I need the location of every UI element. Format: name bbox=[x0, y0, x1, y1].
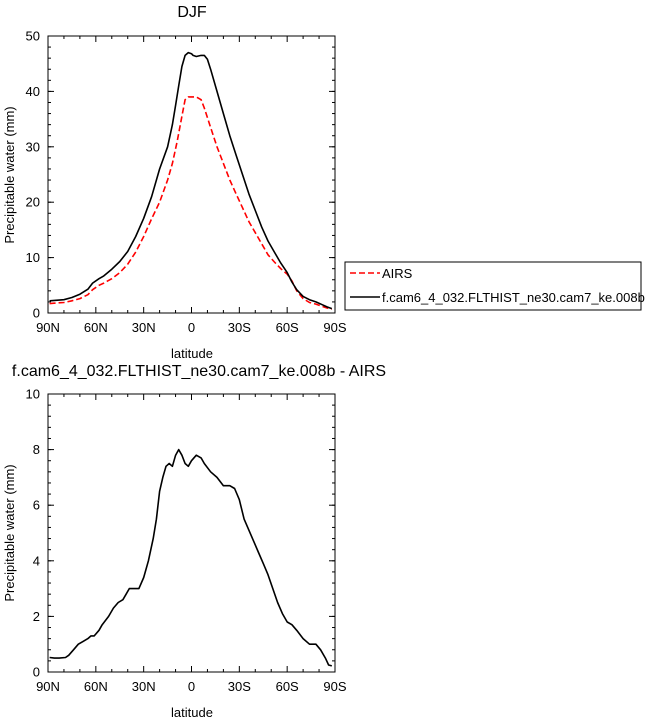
y-tick-label: 20 bbox=[26, 195, 40, 210]
series-line-difference bbox=[49, 448, 333, 667]
x-tick-label: 90N bbox=[36, 679, 60, 694]
precip-water-djf-panel: DJF 90N 60N 30N 0 30S 60S 90S 0 10 20 30 40 50 Preci… bbox=[2, 4, 347, 361]
y-tick-label: 40 bbox=[26, 84, 40, 99]
y-tick-label: 10 bbox=[26, 387, 40, 402]
x-tick-label: 30N bbox=[132, 320, 156, 335]
legend-label-airs: AIRS bbox=[382, 266, 413, 281]
x-tick-label: 30S bbox=[228, 679, 251, 694]
x-tick-label: 60N bbox=[84, 679, 108, 694]
series-line-airs bbox=[49, 96, 332, 310]
y-tick-label: 8 bbox=[33, 442, 40, 457]
y-tick-label: 50 bbox=[26, 29, 40, 44]
series-line-f-cam6-4-032-flthist-ne30-cam7-ke-008b bbox=[49, 51, 333, 310]
x-tick-label: 90N bbox=[36, 320, 60, 335]
x-tick-label: 0 bbox=[188, 320, 195, 335]
y-tick-label: 0 bbox=[33, 665, 40, 680]
precip-water-difference-panel: f.cam6_4_032.FLTHIST_ne30.cam7_ke.008b -… bbox=[2, 363, 386, 720]
y-tick-label: 0 bbox=[33, 306, 40, 321]
x-tick-label: 30N bbox=[132, 679, 156, 694]
x-tick-label: 30S bbox=[228, 320, 251, 335]
y-tick-label: 6 bbox=[33, 498, 40, 513]
plot-area: 90N 60N 30N 0 30S 60S 90S 0 2 4 6 8 10 bbox=[26, 387, 347, 695]
y-tick-label: 2 bbox=[33, 609, 40, 624]
legend-box bbox=[344, 261, 642, 311]
x-tick-label: 60N bbox=[84, 320, 108, 335]
x-tick-label: 90S bbox=[323, 679, 346, 694]
x-tick-label: 90S bbox=[323, 320, 346, 335]
y-axis-label: Precipitable water (mm) bbox=[2, 106, 17, 243]
plot-area: 90N 60N 30N 0 30S 60S 90S 0 10 20 30 40 50 bbox=[26, 29, 347, 336]
y-tick-label: 10 bbox=[26, 250, 40, 265]
chart-title-difference: f.cam6_4_032.FLTHIST_ne30.cam7_ke.008b -… bbox=[12, 363, 386, 380]
x-tick-label: 0 bbox=[188, 679, 195, 694]
x-tick-label: 60S bbox=[276, 320, 299, 335]
y-tick-label: 30 bbox=[26, 139, 40, 154]
legend-label-model: f.cam6_4_032.FLTHIST_ne30.cam7_ke.008b bbox=[382, 290, 645, 305]
plot-frame bbox=[47, 393, 336, 673]
x-axis-label: latitude bbox=[171, 705, 213, 720]
legend: AIRS f.cam6_4_032.FLTHIST_ne30.cam7_ke.0… bbox=[344, 261, 645, 311]
plot-frame bbox=[47, 35, 336, 314]
x-axis-label: latitude bbox=[171, 346, 213, 361]
y-axis-label: Precipitable water (mm) bbox=[2, 464, 17, 601]
y-tick-label: 4 bbox=[33, 553, 40, 568]
chart-title-djf: DJF bbox=[177, 4, 207, 21]
x-tick-label: 60S bbox=[276, 679, 299, 694]
